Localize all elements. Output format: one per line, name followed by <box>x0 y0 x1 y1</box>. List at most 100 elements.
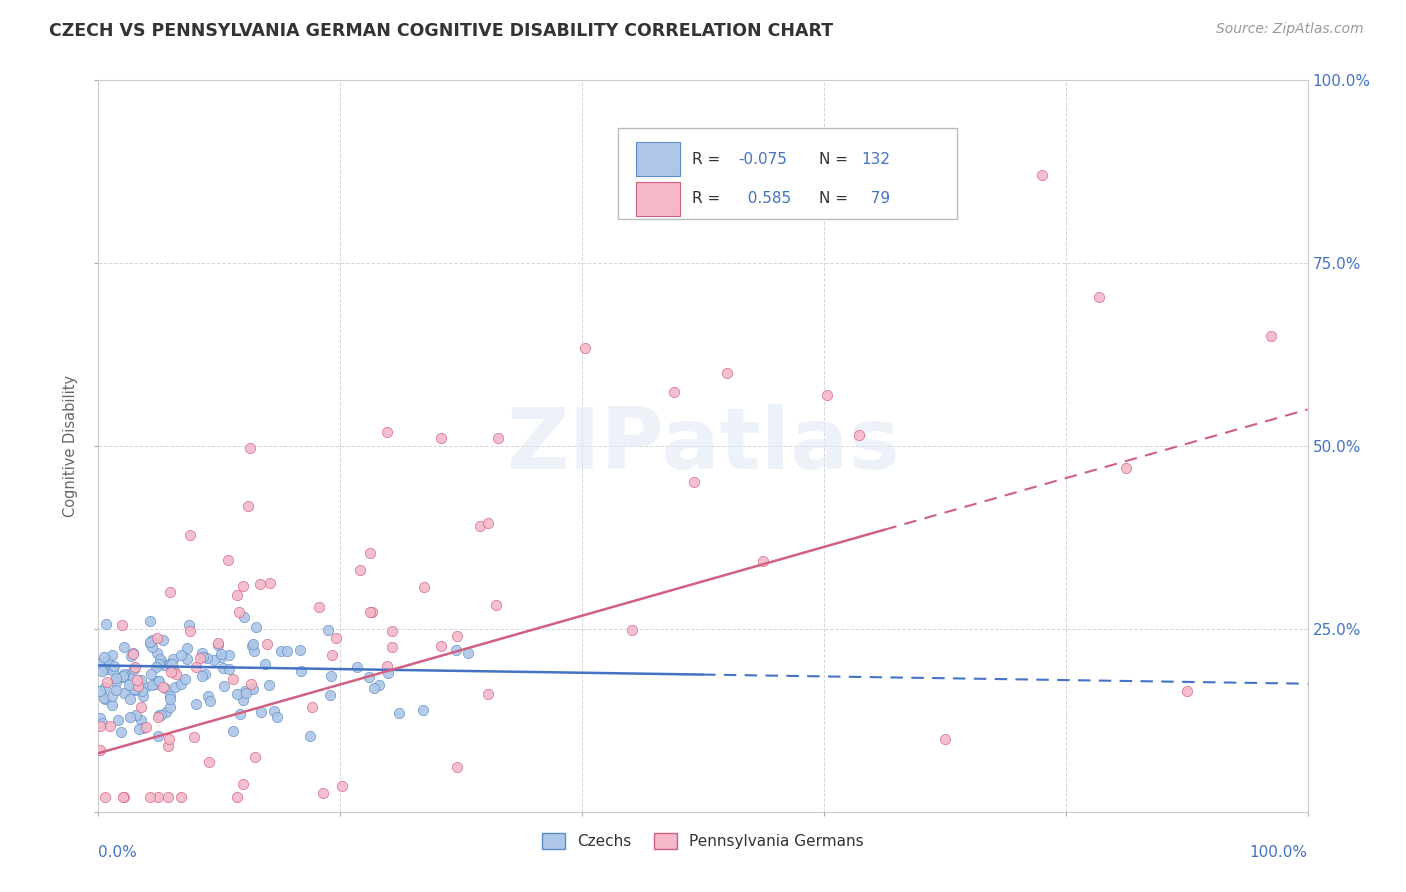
Point <box>253 657 276 672</box>
Point <box>290 664 312 678</box>
Point <box>159 585 181 599</box>
Point <box>89 711 111 725</box>
Point <box>388 706 411 721</box>
Point <box>160 657 183 672</box>
Point <box>242 637 264 651</box>
Point <box>209 647 232 661</box>
Point <box>149 652 172 666</box>
Point <box>316 623 339 637</box>
Point <box>233 610 256 624</box>
Point <box>159 657 181 671</box>
Point <box>183 731 205 745</box>
Point <box>148 674 170 689</box>
Point <box>228 605 250 619</box>
Point <box>319 689 342 703</box>
Point <box>118 667 141 681</box>
Point <box>139 636 162 650</box>
Point <box>233 684 256 698</box>
Point <box>359 545 381 559</box>
Point <box>124 682 146 697</box>
Point <box>240 677 263 691</box>
Point <box>276 643 298 657</box>
Text: -0.075: -0.075 <box>738 152 787 167</box>
Point <box>298 729 321 743</box>
Point <box>359 670 381 684</box>
Point <box>148 707 170 722</box>
Point <box>110 724 132 739</box>
Point <box>209 649 232 664</box>
Point <box>194 667 217 681</box>
Point <box>184 697 207 711</box>
Point <box>430 432 453 446</box>
Point <box>225 687 247 701</box>
Point <box>112 790 135 805</box>
Point <box>430 639 453 653</box>
Point <box>93 649 115 664</box>
Point <box>270 643 292 657</box>
Point <box>149 707 172 722</box>
Point <box>934 731 956 746</box>
Point <box>1115 461 1137 475</box>
Point <box>163 664 186 678</box>
Point <box>174 672 197 686</box>
Point <box>122 647 145 661</box>
Point <box>150 654 173 668</box>
Point <box>125 673 148 687</box>
Point <box>249 577 271 591</box>
Point <box>90 664 112 678</box>
Point <box>381 624 404 638</box>
Point <box>101 664 124 678</box>
Point <box>218 662 240 676</box>
Text: N =: N = <box>820 191 853 206</box>
Point <box>94 616 117 631</box>
Point <box>470 519 492 533</box>
FancyBboxPatch shape <box>619 128 957 219</box>
Point <box>242 681 264 696</box>
Point <box>165 667 187 681</box>
Point <box>159 689 181 703</box>
Text: 0.585: 0.585 <box>738 191 792 206</box>
Point <box>363 681 385 695</box>
Point <box>111 669 134 683</box>
Point <box>97 653 120 667</box>
Point <box>752 554 775 568</box>
Point <box>111 617 134 632</box>
Point <box>141 667 163 681</box>
Point <box>412 580 434 594</box>
Point <box>111 670 134 684</box>
Point <box>90 657 112 671</box>
Point <box>170 790 193 805</box>
Point <box>1088 290 1111 304</box>
Point <box>105 682 128 697</box>
Point <box>214 679 236 693</box>
Point <box>169 677 191 691</box>
Point <box>141 640 163 654</box>
Point <box>263 705 285 719</box>
Point <box>124 660 146 674</box>
Point <box>89 743 111 757</box>
Point <box>217 553 239 567</box>
Point <box>288 642 311 657</box>
Point <box>105 671 128 685</box>
Point <box>122 681 145 696</box>
Point <box>308 600 330 615</box>
Point <box>218 648 240 663</box>
Point <box>176 641 198 656</box>
Point <box>170 648 193 662</box>
Point <box>177 618 200 632</box>
Text: CZECH VS PENNSYLVANIA GERMAN COGNITIVE DISABILITY CORRELATION CHART: CZECH VS PENNSYLVANIA GERMAN COGNITIVE D… <box>49 22 834 40</box>
Point <box>211 661 233 675</box>
Point <box>127 679 149 693</box>
Point <box>243 643 266 657</box>
Point <box>100 698 122 712</box>
Point <box>107 713 129 727</box>
Point <box>128 722 150 736</box>
Point <box>368 678 391 692</box>
Point <box>146 710 169 724</box>
Point <box>132 721 155 735</box>
Point <box>94 680 117 694</box>
Text: 79: 79 <box>862 191 890 206</box>
Point <box>574 341 596 355</box>
Point <box>191 669 214 683</box>
Point <box>135 720 157 734</box>
